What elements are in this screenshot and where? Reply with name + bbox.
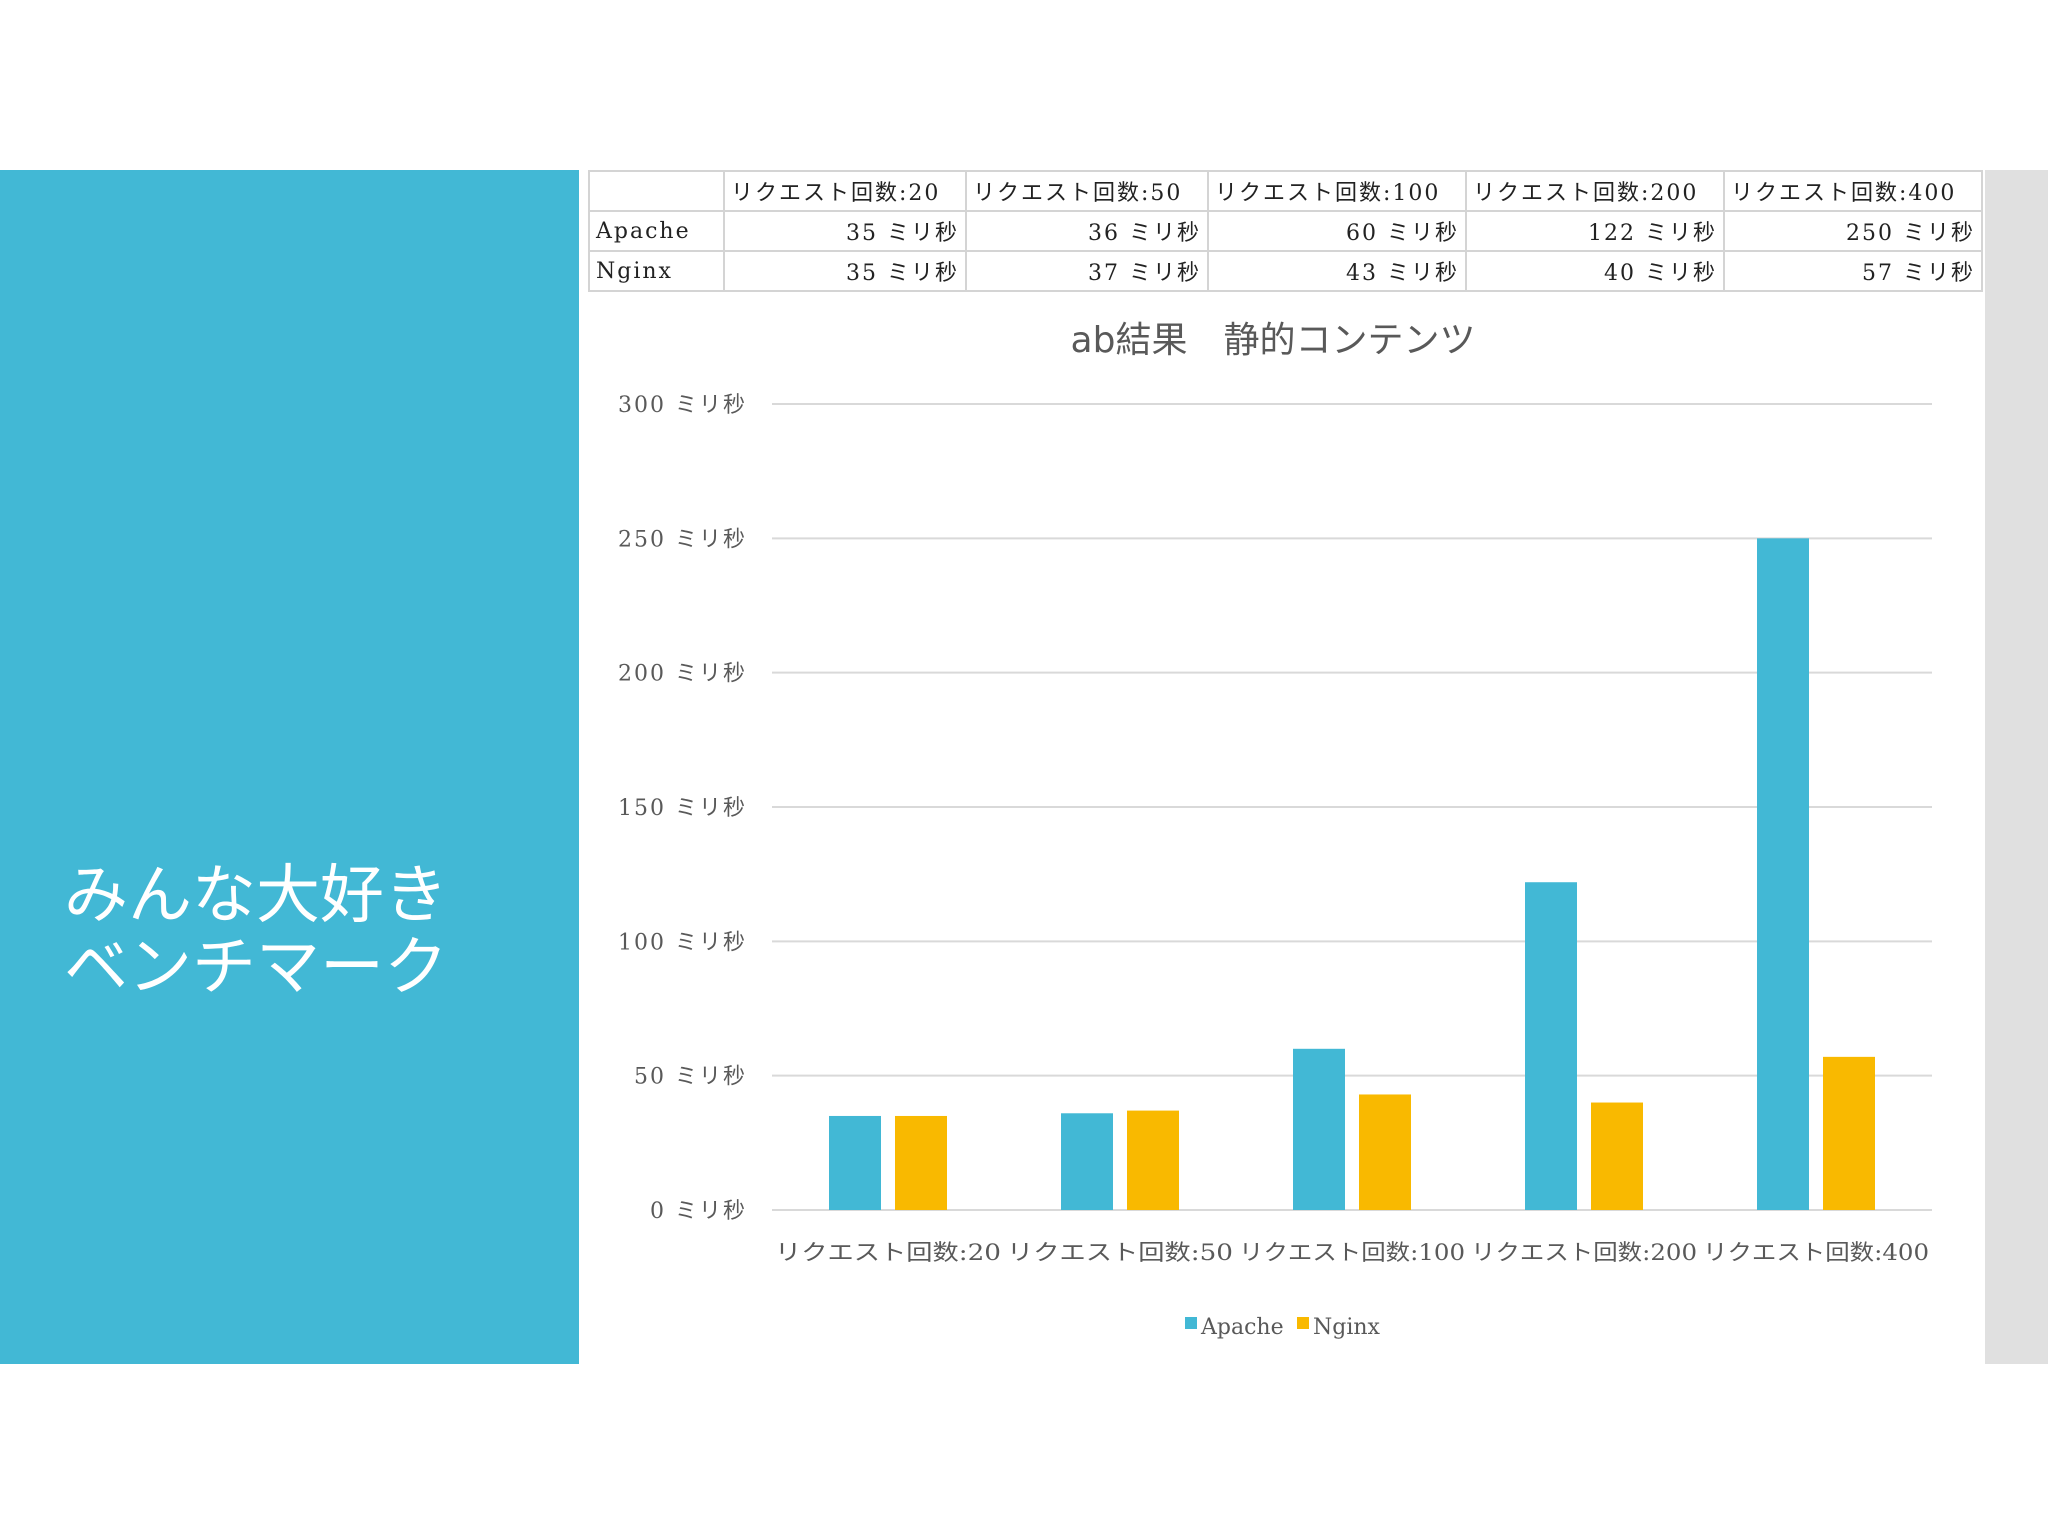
legend-swatch <box>1297 1317 1309 1329</box>
table-row: Apache 35 ミリ秒 36 ミリ秒 60 ミリ秒 122 ミリ秒 250 … <box>588 210 1983 252</box>
bar-nginx <box>1127 1110 1179 1210</box>
legend-label: Nginx <box>1313 1315 1381 1340</box>
table-header-cell: リクエスト回数:50 <box>965 170 1209 212</box>
table-row-label: Nginx <box>588 250 725 292</box>
x-tick-label: リクエスト回数:50 <box>1007 1241 1233 1266</box>
legend-label: Apache <box>1200 1315 1284 1340</box>
table-cell: 60 ミリ秒 <box>1207 210 1467 252</box>
bar-apache <box>1293 1048 1345 1210</box>
table-header-row: リクエスト回数:20 リクエスト回数:50 リクエスト回数:100 リクエスト回… <box>588 170 1983 212</box>
bar-apache <box>1061 1113 1113 1210</box>
table-row-label: Apache <box>588 210 725 252</box>
results-table: リクエスト回数:20 リクエスト回数:50 リクエスト回数:100 リクエスト回… <box>588 170 1983 292</box>
chart-title: ab結果 静的コンテンツ <box>1071 320 1476 361</box>
right-edge-strip <box>1985 170 2048 1364</box>
table-cell: 43 ミリ秒 <box>1207 250 1467 292</box>
table-cell: 122 ミリ秒 <box>1465 210 1725 252</box>
bar-chart: ab結果 静的コンテンツ 0 ミリ秒 50 ミリ秒 100 ミリ秒 150 ミリ秒 20… <box>618 320 1932 1340</box>
table-cell: 35 ミリ秒 <box>723 250 967 292</box>
table-cell: 57 ミリ秒 <box>1723 250 1983 292</box>
x-tick-label: リクエスト回数:200 <box>1471 1241 1697 1266</box>
y-tick-label: 100 ミリ秒 <box>618 930 747 955</box>
table-cell: 40 ミリ秒 <box>1465 250 1725 292</box>
table-cell: 35 ミリ秒 <box>723 210 967 252</box>
x-tick-label: リクエスト回数:20 <box>775 1241 1001 1266</box>
table-header-cell: リクエスト回数:400 <box>1723 170 1983 212</box>
y-tick-label: 150 ミリ秒 <box>618 796 747 821</box>
bar-apache <box>1525 882 1577 1210</box>
table-cell: 37 ミリ秒 <box>965 250 1209 292</box>
y-tick-label: 50 ミリ秒 <box>634 1065 747 1090</box>
y-tick-label: 200 ミリ秒 <box>618 662 747 687</box>
slide-title: みんな大好き ベンチマーク <box>64 860 564 1004</box>
slide-title-line-1: みんな大好き <box>64 859 448 933</box>
bar-nginx <box>1591 1102 1643 1210</box>
bar-nginx <box>1359 1094 1411 1210</box>
x-tick-label: リクエスト回数:100 <box>1239 1241 1465 1266</box>
legend-swatch <box>1185 1317 1197 1329</box>
bar-nginx <box>1823 1056 1875 1210</box>
table-header-cell: リクエスト回数:100 <box>1207 170 1467 212</box>
table-row: Nginx 35 ミリ秒 37 ミリ秒 43 ミリ秒 40 ミリ秒 57 ミリ秒 <box>588 250 1983 292</box>
table-header-cell: リクエスト回数:20 <box>723 170 967 212</box>
table-cell: 250 ミリ秒 <box>1723 210 1983 252</box>
bar-apache <box>829 1115 881 1210</box>
bar-nginx <box>895 1115 947 1210</box>
bar-apache <box>1757 538 1809 1210</box>
table-cell: 36 ミリ秒 <box>965 210 1209 252</box>
y-tick-label: 250 ミリ秒 <box>618 527 747 552</box>
y-tick-label: 300 ミリ秒 <box>618 393 747 418</box>
table-header-cell <box>588 170 725 212</box>
y-tick-label: 0 ミリ秒 <box>650 1199 747 1224</box>
x-tick-label: リクエスト回数:400 <box>1703 1241 1929 1266</box>
table-header-cell: リクエスト回数:200 <box>1465 170 1725 212</box>
slide-title-line-2: ベンチマーク <box>64 931 448 1005</box>
title-panel: みんな大好き ベンチマーク <box>0 170 579 1364</box>
